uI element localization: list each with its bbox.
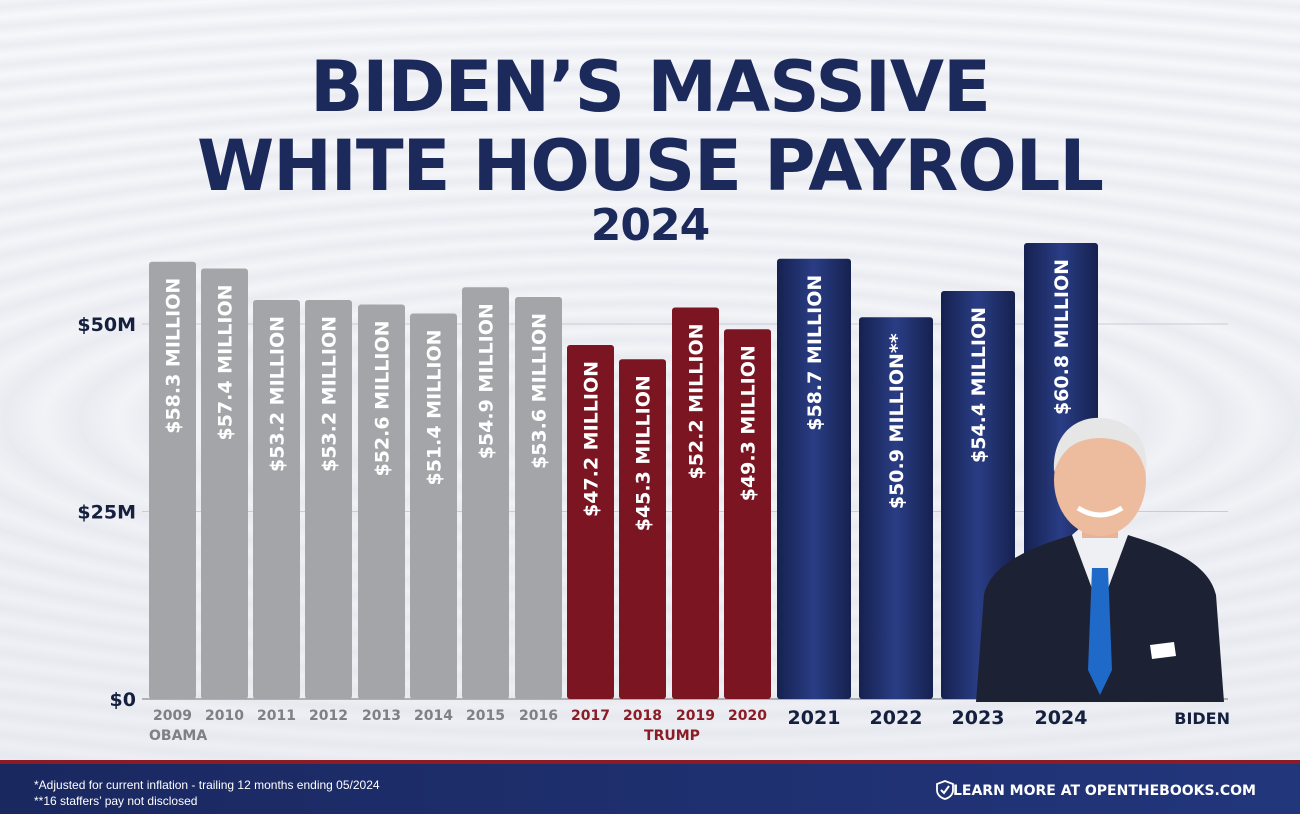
y-tick-label: $0	[110, 689, 136, 711]
bar	[672, 307, 719, 699]
smile	[1076, 505, 1124, 518]
title-line-1: BIDEN’S MASSIVE	[310, 46, 991, 128]
category-label: 2012	[309, 708, 348, 724]
category-label: 2009	[153, 708, 192, 724]
category-label: 2022	[870, 707, 923, 729]
bar-value-label: $53.6 MILLION	[529, 313, 551, 469]
category-label: 2021	[788, 707, 841, 729]
bar-value-label: $58.7 MILLION	[804, 275, 826, 431]
bar-value-label: $54.9 MILLION	[476, 303, 498, 459]
category-label: 2023	[952, 707, 1005, 729]
category-label: 2013	[362, 708, 401, 724]
bar-value-label: $50.9 MILLION**	[886, 333, 908, 509]
bar-value-label: $51.4 MILLION	[424, 330, 446, 486]
bar-value-label: $47.2 MILLION	[581, 361, 603, 517]
bar-value-label: $52.2 MILLION	[686, 324, 708, 480]
category-label: 2019	[676, 708, 715, 724]
bar-value-label: $52.6 MILLION	[372, 321, 394, 477]
group-label: TRUMP	[644, 728, 700, 744]
bar	[253, 300, 300, 699]
bar	[462, 287, 509, 699]
category-label: 2020	[728, 708, 767, 724]
y-tick-label: $25M	[77, 502, 136, 524]
footnote-inflation: *Adjusted for current inflation - traili…	[34, 778, 380, 792]
category-label: 2024	[1035, 707, 1088, 729]
bar	[305, 300, 352, 699]
title-year: 2024	[590, 200, 710, 251]
bar	[859, 317, 933, 699]
category-label: 2010	[205, 708, 244, 724]
group-label: OBAMA	[149, 728, 207, 744]
category-label: 2015	[466, 708, 505, 724]
bar	[619, 359, 666, 699]
bar	[358, 304, 405, 699]
bar	[149, 261, 196, 699]
category-label: 2014	[414, 708, 453, 724]
pocket-square	[1150, 642, 1176, 659]
category-label: 2011	[257, 708, 296, 724]
bar	[567, 345, 614, 699]
footer-bar: *Adjusted for current inflation - traili…	[0, 760, 1300, 814]
bar	[410, 313, 457, 699]
category-label: 2016	[519, 708, 558, 724]
category-label: 2018	[623, 708, 662, 724]
group-label: BIDEN	[1174, 709, 1230, 728]
learn-more-link[interactable]: LEARN MORE AT OPENTHEBOOKS.COM	[952, 783, 1256, 799]
bar-value-label: $45.3 MILLION	[633, 375, 655, 531]
bar	[724, 329, 771, 699]
hair	[1053, 417, 1147, 474]
bar-value-label: $53.2 MILLION	[319, 316, 341, 472]
y-tick-label: $50M	[77, 314, 136, 336]
category-label: 2017	[571, 708, 610, 724]
face	[1054, 424, 1146, 536]
bar-value-label: $58.3 MILLION	[163, 278, 185, 434]
bar-value-label: $57.4 MILLION	[215, 285, 237, 441]
bar	[777, 258, 851, 699]
bar-value-label: $53.2 MILLION	[267, 316, 289, 472]
bar-value-label: $54.4 MILLION	[968, 307, 990, 463]
bar	[515, 297, 562, 699]
tie	[1088, 568, 1112, 695]
president-photo	[976, 417, 1224, 702]
bar-value-label: $60.8 MILLION	[1051, 259, 1073, 415]
bar-value-label: $49.3 MILLION	[738, 345, 760, 501]
shield-check-icon	[936, 780, 954, 800]
title-line-2: WHITE HOUSE PAYROLL	[197, 125, 1104, 207]
footnote-undisclosed: **16 staffers’ pay not disclosed	[34, 794, 198, 808]
bar	[201, 268, 248, 699]
